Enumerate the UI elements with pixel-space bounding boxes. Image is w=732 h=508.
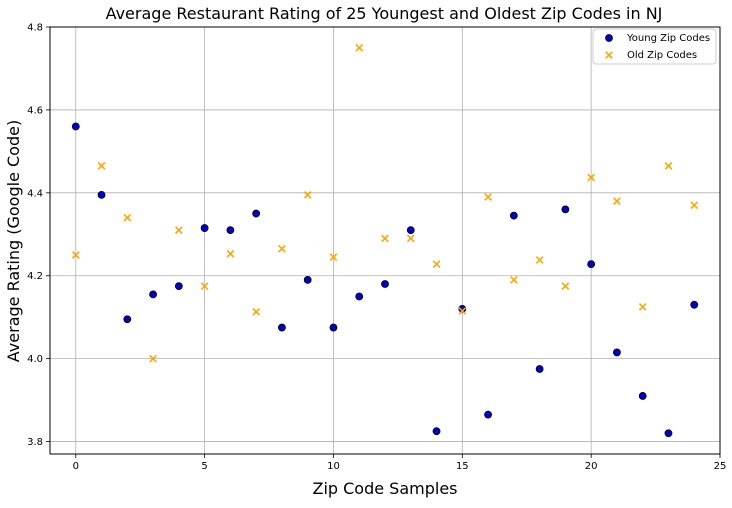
x-axis-ticks: 0 5 10 15 20 25: [73, 454, 727, 472]
young-zip-point: [252, 209, 261, 218]
young-zip-point: [303, 275, 312, 284]
grid-lines: [50, 26, 721, 454]
old-zip-point: [535, 256, 544, 264]
old-zip-point: [587, 173, 596, 182]
y-axis-label: Average Rating (Google Code): [4, 120, 23, 362]
x-tick-label: 25: [714, 461, 727, 472]
young-zip-point: [484, 410, 492, 419]
old-zip-point: [484, 193, 492, 201]
young-zip-point: [123, 315, 132, 324]
old-zip-point: [226, 249, 235, 258]
old-zip-point: [71, 251, 80, 259]
data-points: [71, 43, 699, 438]
old-zip-point: [690, 201, 699, 210]
legend: Young Zip Codes Old Zip Codes: [592, 28, 717, 65]
old-zip-point: [613, 197, 621, 205]
young-zip-point: [664, 429, 673, 438]
old-zip-point: [278, 244, 286, 253]
plot-area: [50, 27, 720, 454]
old-zip-point: [174, 226, 183, 235]
young-zip-point: [71, 122, 80, 131]
legend-label-young: Young Zip Codes: [626, 33, 710, 44]
x-tick-label: 20: [585, 461, 598, 472]
young-zip-point: [278, 323, 286, 332]
old-zip-point: [355, 43, 364, 52]
x-tick-label: 0: [73, 461, 79, 472]
y-tick-label: 4.8: [27, 23, 43, 34]
young-zip-point: [638, 392, 647, 400]
young-zip-point: [587, 260, 596, 269]
young-zip-point: [226, 226, 235, 235]
y-tick-label: 4.6: [27, 105, 43, 116]
y-tick-label: 3.8: [27, 437, 43, 448]
young-zip-point: [613, 348, 621, 357]
young-zip-point: [329, 323, 338, 332]
plot-frame: [49, 26, 721, 455]
young-zip-point: [561, 205, 570, 214]
old-zip-point: [406, 234, 415, 243]
legend-label-old: Old Zip Codes: [627, 50, 697, 61]
y-tick-label: 4.2: [27, 271, 43, 282]
chart-title: Average Restaurant Rating of 25 Youngest…: [106, 4, 663, 23]
y-tick-label: 4.0: [27, 354, 43, 365]
legend-box: [592, 28, 717, 65]
young-zip-point: [381, 280, 389, 288]
legend-marker-young: [605, 34, 613, 42]
young-zip-point: [174, 282, 183, 291]
old-zip-point: [123, 213, 132, 222]
young-zip-point: [690, 300, 699, 309]
young-zip-point: [535, 365, 544, 373]
old-zip-point: [432, 260, 441, 268]
old-zip-point: [381, 234, 389, 243]
old-zip-point: [97, 162, 106, 170]
old-zip-point: [664, 162, 673, 170]
young-zip-point: [200, 224, 209, 232]
legend-marker-old: [605, 51, 613, 59]
old-zip-point: [638, 302, 647, 311]
old-zip-point: [200, 282, 209, 290]
young-zip-point: [355, 292, 364, 301]
x-tick-label: 15: [456, 461, 469, 472]
old-zip-point: [458, 307, 467, 315]
old-zip-point: [252, 307, 261, 316]
old-zip-point: [329, 253, 338, 261]
young-zip-point: [458, 305, 467, 313]
old-zip-point: [561, 282, 570, 290]
x-tick-label: 5: [201, 461, 207, 472]
young-zip-point: [509, 211, 518, 220]
old-zip-point: [509, 276, 518, 284]
old-zip-point: [149, 354, 157, 363]
y-tick-label: 4.4: [27, 188, 43, 199]
old-zip-point: [303, 191, 312, 199]
young-zip-point: [149, 290, 157, 299]
legend-markers: [605, 34, 613, 59]
young-zip-point: [406, 226, 415, 235]
y-axis-ticks: 3.8 4.0 4.2 4.4 4.6 4.8: [27, 23, 50, 448]
young-zip-point: [97, 190, 106, 199]
young-zip-point: [432, 427, 441, 436]
x-tick-label: 10: [327, 461, 340, 472]
x-axis-label: Zip Code Samples: [312, 479, 457, 498]
